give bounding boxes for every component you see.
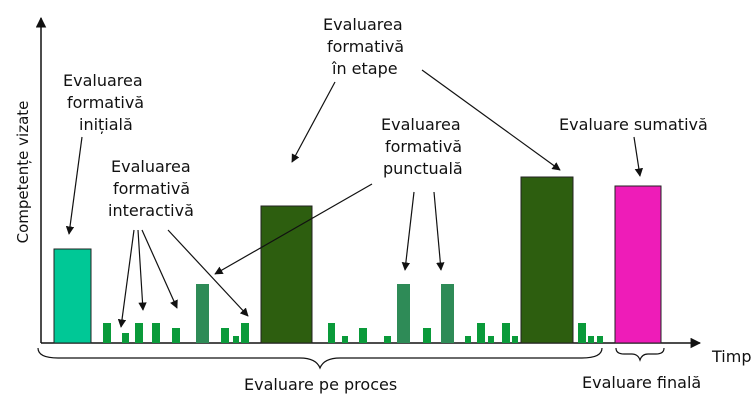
label-line: Evaluarea (111, 157, 191, 176)
small-bar (423, 328, 431, 343)
small-bar (152, 323, 160, 343)
arrow-interactive-3 (141, 229, 178, 309)
arrow-punctual-mid (401, 191, 415, 271)
small-bar (233, 336, 239, 343)
small-bar (359, 328, 367, 343)
stage-bar (520, 176, 574, 344)
label-interactive: Evaluarea formativă interactivă (108, 157, 194, 220)
summative-bar (614, 185, 662, 344)
arrow-punctual-right (433, 191, 445, 271)
label-line: interactivă (108, 201, 194, 220)
label-summative: Evaluare sumativă (559, 115, 708, 134)
small-bar (241, 323, 249, 343)
label-line: Evaluarea (323, 15, 403, 34)
label-line: formativă (67, 93, 144, 112)
label-final: Evaluare finală (582, 373, 701, 392)
label-process: Evaluare pe proces (244, 375, 397, 394)
arrow-summative (633, 136, 644, 177)
arrow-interactive-4 (167, 229, 249, 317)
label-line: punctuală (383, 159, 463, 178)
arrow-punctual-left (214, 183, 373, 275)
small-bar (477, 323, 485, 343)
label-punctual: Evaluarea formativă punctuală (381, 115, 463, 178)
label-line: inițială (79, 115, 133, 134)
bars (53, 176, 662, 344)
small-bar (588, 336, 594, 343)
small-bar (597, 336, 603, 343)
arrow-initial (65, 136, 83, 235)
small-bar (328, 323, 335, 343)
x-axis-label: Timp (711, 347, 751, 366)
arrow-stages-left (291, 81, 336, 163)
y-axis-label: Competențe vizate (14, 101, 32, 244)
arrow-stages-right (421, 69, 561, 171)
label-stages: Evaluarea formativă în etape (323, 15, 404, 78)
label-line: formativă (113, 179, 190, 198)
label-line: Evaluarea (63, 71, 143, 90)
arrow-interactive-1 (117, 229, 135, 328)
final-brace (615, 347, 665, 362)
label-line: în etape (331, 59, 398, 78)
label-initial: Evaluarea formativă inițială (63, 71, 144, 134)
label-line: formativă (327, 37, 404, 56)
small-bar (172, 328, 180, 343)
process-brace (37, 347, 603, 370)
arrow-interactive-2 (137, 229, 147, 311)
label-line: formativă (385, 137, 462, 156)
stage-bar (260, 205, 313, 344)
small-bar (488, 336, 494, 343)
punctual-bar (441, 284, 454, 343)
initial-bar (53, 248, 92, 344)
label-line: Evaluarea (381, 115, 461, 134)
punctual-bar (397, 284, 410, 343)
small-bar (221, 328, 229, 343)
small-bar (103, 323, 111, 343)
small-bar (512, 336, 518, 343)
arrows (65, 69, 644, 328)
small-bar (502, 323, 510, 343)
small-bar (342, 336, 348, 343)
small-bar (135, 323, 143, 343)
punctual-bar (196, 284, 209, 343)
small-bar (384, 336, 391, 343)
small-bar (578, 323, 586, 343)
small-bar (465, 336, 471, 343)
small-bar (122, 333, 129, 343)
